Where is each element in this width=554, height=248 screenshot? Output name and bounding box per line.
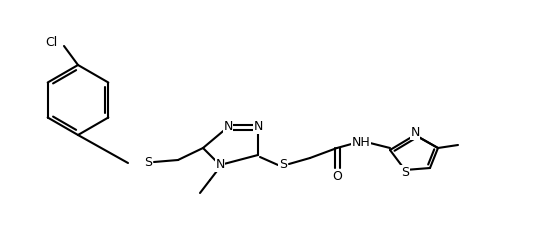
Text: N: N — [411, 126, 420, 139]
Text: S: S — [279, 158, 287, 172]
Text: N: N — [216, 158, 225, 172]
Text: N: N — [253, 121, 263, 133]
Text: Cl: Cl — [45, 36, 57, 50]
Text: S: S — [401, 165, 409, 179]
Text: N: N — [223, 121, 233, 133]
Text: S: S — [144, 155, 152, 168]
Text: O: O — [332, 169, 342, 183]
Text: NH: NH — [352, 135, 371, 149]
